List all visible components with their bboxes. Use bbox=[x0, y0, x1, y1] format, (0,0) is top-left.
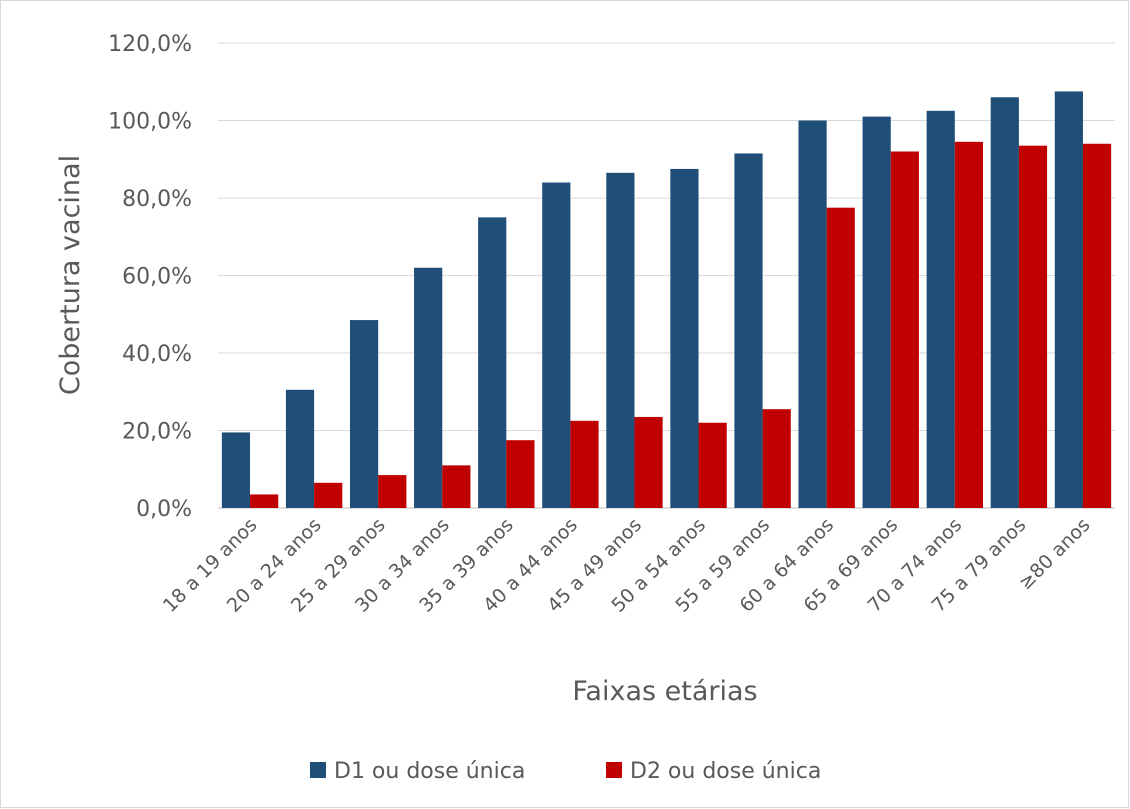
bar-d1 bbox=[862, 116, 891, 508]
legend-label: D2 ou dose única bbox=[630, 759, 821, 784]
bar-d1 bbox=[798, 120, 827, 508]
bar-d1 bbox=[414, 267, 443, 508]
y-tick-label: 120,0% bbox=[108, 32, 192, 57]
bar-d1 bbox=[1054, 91, 1083, 508]
bar-d2 bbox=[314, 482, 343, 508]
bar-d1 bbox=[285, 389, 315, 508]
y-tick-label: 100,0% bbox=[108, 110, 192, 135]
bar-d2 bbox=[250, 494, 279, 508]
bar-d1 bbox=[734, 153, 763, 508]
bar-d2 bbox=[506, 440, 535, 508]
bar-d1 bbox=[349, 320, 379, 508]
bar-d1 bbox=[926, 110, 955, 508]
y-tick-label: 60,0% bbox=[122, 265, 192, 290]
bar-d2 bbox=[442, 465, 471, 508]
bar-d1 bbox=[542, 182, 571, 508]
y-tick-label: 40,0% bbox=[122, 342, 192, 367]
legend: D1 ou dose única D2 ou dose única bbox=[310, 759, 821, 784]
bar-d2 bbox=[1018, 145, 1048, 508]
bar-d1 bbox=[606, 172, 635, 508]
legend-swatch bbox=[606, 762, 622, 778]
y-axis-title: Cobertura vacinal bbox=[55, 155, 86, 395]
bar-d2 bbox=[954, 141, 984, 508]
bar-d2 bbox=[634, 416, 663, 508]
bar-d2 bbox=[1082, 143, 1112, 508]
y-tick-label: 0,0% bbox=[136, 497, 192, 522]
legend-swatch bbox=[310, 762, 326, 778]
bar-d2 bbox=[762, 409, 791, 508]
bar-d2 bbox=[890, 151, 919, 508]
y-tick-label: 80,0% bbox=[122, 187, 192, 212]
y-axis-ticks: 0,0% 20,0% 40,0% 60,0% 80,0% 100,0% 120,0% bbox=[108, 32, 192, 522]
bars bbox=[221, 91, 1112, 508]
x-axis-title: Faixas etárias bbox=[572, 676, 757, 707]
bar-d1 bbox=[990, 97, 1019, 508]
bar-d2 bbox=[698, 422, 727, 508]
y-tick-label: 20,0% bbox=[122, 420, 192, 445]
bar-d2 bbox=[570, 420, 599, 508]
bar-d1 bbox=[221, 432, 251, 508]
bar-d2 bbox=[826, 207, 855, 508]
legend-label: D1 ou dose única bbox=[334, 759, 525, 784]
bar-d1 bbox=[670, 168, 699, 508]
bar-d1 bbox=[478, 217, 507, 508]
bar-d2 bbox=[378, 475, 407, 508]
